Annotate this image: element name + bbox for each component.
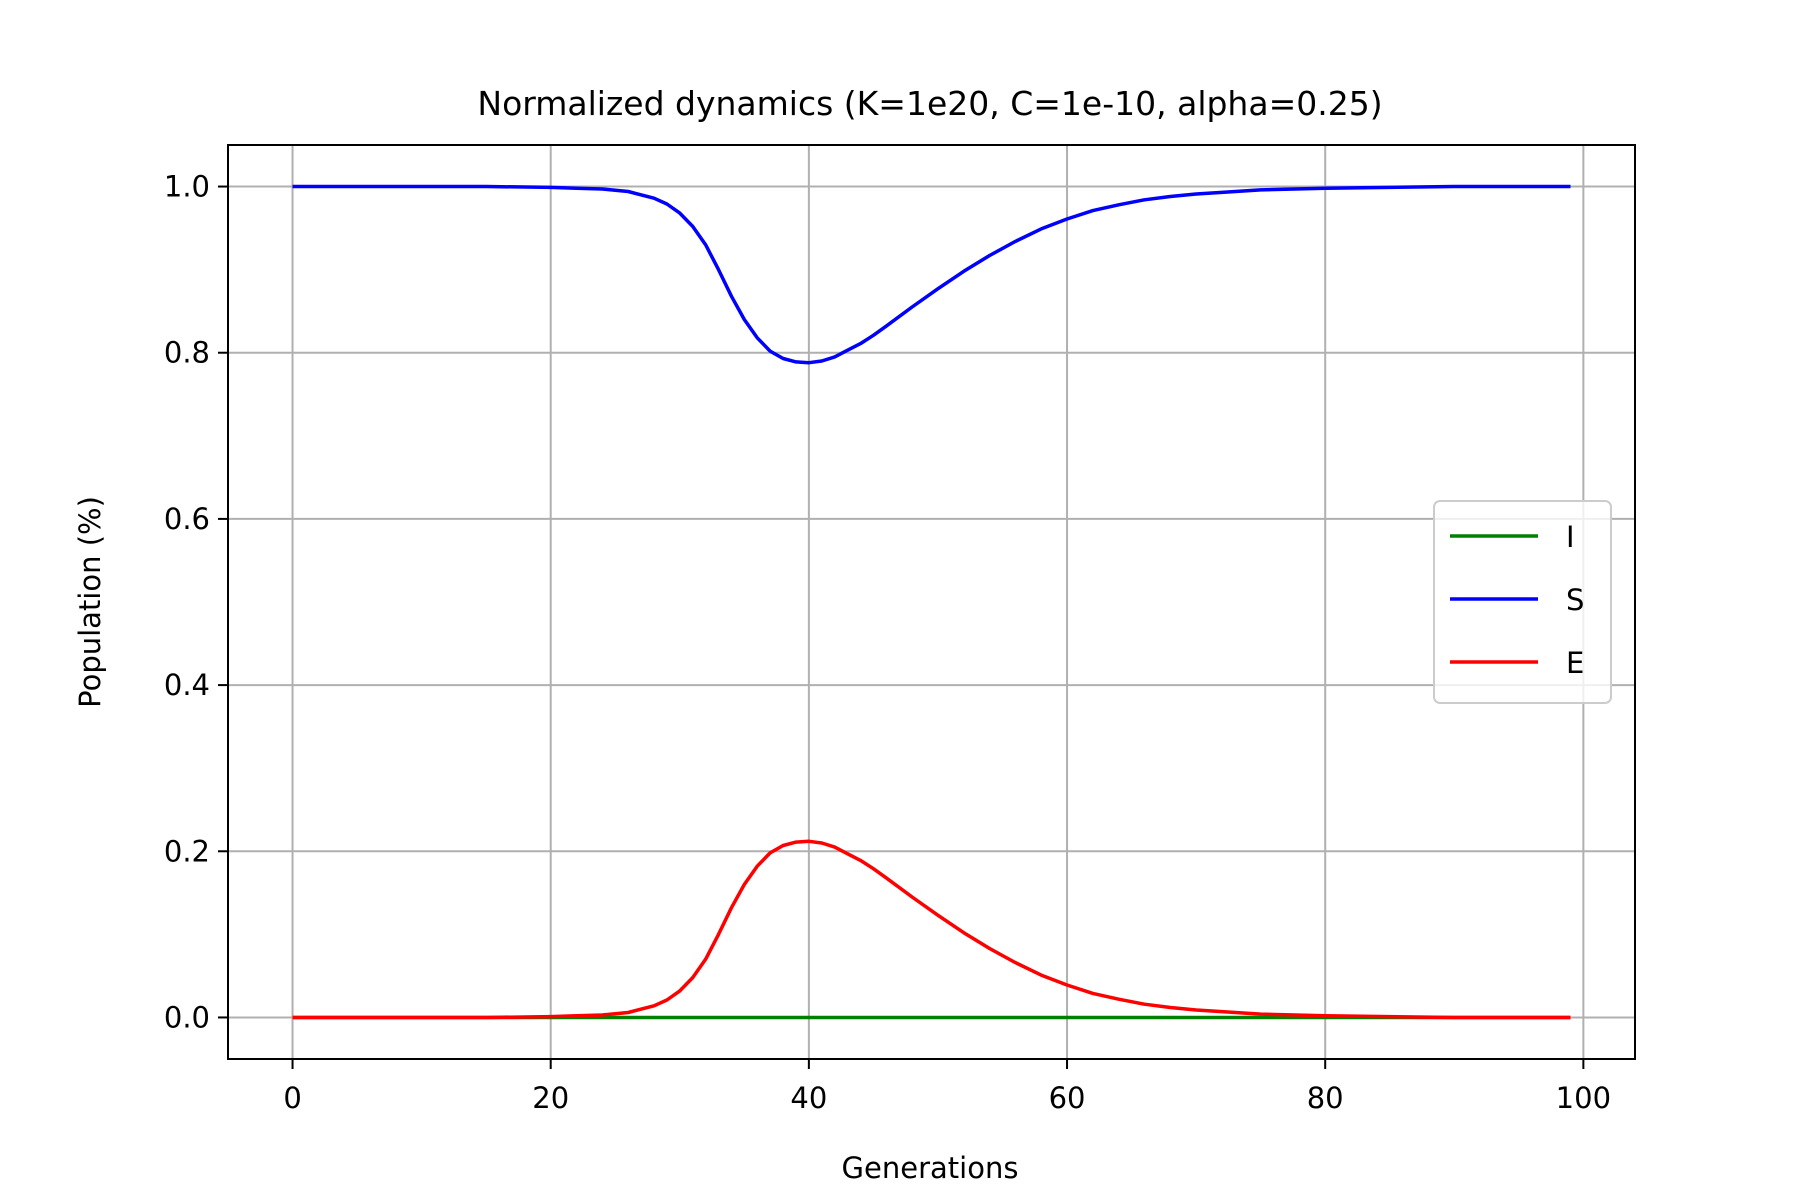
legend-label: I [1566,520,1575,554]
legend-label: E [1566,646,1584,680]
legend-item-i: I [1450,520,1575,554]
x-tick-label: 60 [1049,1081,1086,1115]
legend: ISE [1433,500,1612,704]
series-lines [292,184,1571,1020]
legend-item-s: S [1450,583,1584,617]
plot-area-frame [227,144,1636,1060]
x-tick-label: 100 [1556,1081,1611,1115]
series-line-s [292,184,1571,365]
x-tick-label: 20 [532,1081,569,1115]
grid [228,145,1635,1059]
x-axis-label: Generations [842,1151,1019,1185]
y-tick-label: 0.6 [164,502,210,536]
legend-item-e: E [1450,646,1584,680]
y-tick-label: 0.8 [164,336,210,370]
y-tick-label: 1.0 [164,170,210,204]
x-tick-label: 80 [1307,1081,1344,1115]
y-tick-label: 0.2 [164,834,210,868]
legend-box [1433,500,1612,704]
y-axis-ticks: 0.0 0.2 0.4 0.6 0.8 1.0 [164,170,228,1034]
x-axis-ticks: 0 20 40 60 80 100 [283,1059,1611,1115]
legend-label: S [1566,583,1584,617]
y-tick-label: 0.4 [164,668,210,702]
chart-title: Normalized dynamics (K=1e20, C=1e-10, al… [477,84,1382,123]
series-line-e [292,839,1571,1020]
x-tick-label: 40 [790,1081,827,1115]
x-tick-label: 0 [283,1081,301,1115]
y-tick-label: 0.0 [164,1000,210,1034]
y-axis-label: Population (%) [73,496,107,708]
